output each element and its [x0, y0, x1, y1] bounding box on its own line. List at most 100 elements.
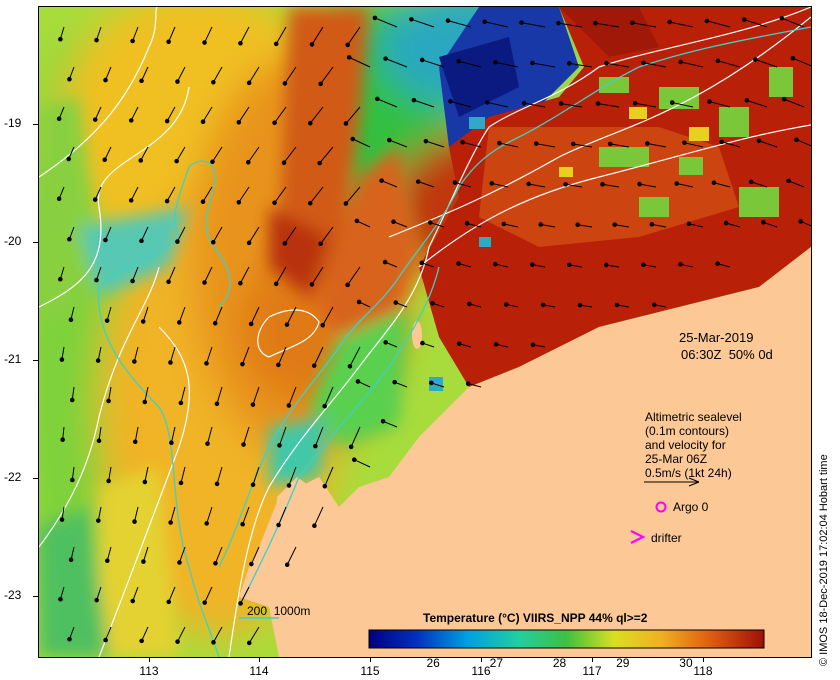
velocity-arrow-head: [92, 197, 98, 202]
velocity-arrow-head: [538, 222, 544, 227]
x-tick-mark: [370, 657, 371, 662]
velocity-arrow-head: [248, 321, 254, 327]
velocity-arrow: [454, 182, 472, 188]
velocity-arrow: [216, 386, 223, 404]
velocity-arrow-head: [132, 359, 137, 364]
velocity-arrow: [284, 226, 297, 244]
velocity-arrow-head: [711, 180, 717, 186]
velocity-arrow-head: [386, 137, 392, 143]
legend-text: Altimetric sealevel (0.1m contours) and …: [645, 410, 742, 480]
velocity-arrow: [528, 183, 546, 188]
velocity-arrow-head: [595, 101, 601, 106]
arrow-head-icon: [688, 477, 700, 487]
velocity-arrow-head: [272, 200, 277, 206]
velocity-arrow-head: [350, 136, 356, 142]
velocity-arrow: [411, 18, 435, 28]
sst-map[interactable]: [39, 7, 811, 657]
velocity-arrow-head: [519, 20, 524, 25]
velocity-arrow-head: [175, 239, 180, 244]
velocity-arrow-head: [372, 15, 378, 21]
x-tick-label: 117: [582, 664, 602, 678]
velocity-arrow-head: [382, 259, 388, 265]
velocity-arrow-head: [748, 179, 754, 185]
velocity-arrow-head: [632, 100, 638, 106]
velocity-arrow: [680, 61, 704, 68]
velocity-arrow-head: [423, 138, 429, 144]
velocity-arrow: [393, 221, 408, 228]
velocity-arrow: [242, 346, 250, 365]
velocity-arrow-head: [391, 219, 396, 225]
velocity-arrow-head: [464, 221, 470, 226]
velocity-arrow-head: [570, 141, 576, 147]
velocity-arrow-head: [169, 440, 174, 446]
velocity-arrow: [206, 346, 213, 364]
velocity-arrow: [354, 459, 371, 468]
velocity-arrow-head: [238, 601, 243, 606]
sealevel-contours: [39, 7, 811, 657]
velocity-arrow-head: [106, 478, 111, 484]
velocity-arrow: [672, 102, 694, 108]
velocity-arrow: [275, 266, 287, 285]
velocity-arrow: [466, 222, 482, 228]
velocity-arrow-head: [503, 302, 509, 307]
velocity-arrow-head: [674, 181, 680, 186]
velocity-arrow: [573, 143, 593, 148]
y-tick-mark: [33, 242, 38, 243]
velocity-arrow-head: [429, 380, 434, 386]
velocity-arrow: [204, 586, 213, 603]
velocity-arrow: [140, 146, 149, 161]
velocity-arrow-head: [493, 59, 498, 65]
velocity-arrow-head: [556, 20, 561, 26]
velocity-arrow-head: [96, 518, 101, 523]
velocity-arrow-head: [419, 260, 425, 266]
velocity-arrow-head: [419, 57, 425, 63]
velocity-arrow-head: [356, 299, 362, 305]
velocity-arrow: [746, 99, 768, 108]
velocity-arrow-head: [345, 42, 350, 48]
velocity-arrow-head: [354, 218, 360, 224]
velocity-arrow-head: [715, 261, 720, 267]
velocity-arrow-head: [311, 363, 317, 368]
velocity-arrow-head: [70, 477, 75, 483]
velocity-arrow-head: [177, 560, 182, 565]
velocity-arrow-head: [317, 160, 322, 166]
velocity-arrow: [569, 62, 593, 68]
velocity-arrow-head: [383, 340, 389, 345]
velocity-arrow: [688, 223, 704, 228]
velocity-arrow-head: [212, 320, 218, 326]
colorbar-tick: 29: [616, 656, 630, 670]
velocity-arrow-head: [67, 636, 72, 642]
velocity-arrow-head: [246, 640, 252, 646]
velocity-arrow: [134, 426, 139, 442]
velocity-arrow-head: [612, 222, 618, 227]
velocity-arrow: [108, 466, 112, 482]
velocity-arrow: [248, 226, 260, 244]
velocity-arrow: [503, 223, 519, 228]
velocity-arrow: [800, 220, 811, 227]
velocity-arrow-head: [307, 200, 313, 206]
velocity-arrow: [577, 224, 593, 228]
velocity-arrow-head: [92, 117, 98, 122]
velocity-arrow: [744, 19, 768, 28]
velocity-arrow-head: [577, 302, 583, 308]
velocity-arrow-head: [249, 561, 254, 567]
velocity-arrow-head: [273, 281, 279, 287]
velocity-arrow: [322, 306, 334, 326]
y-tick-label: -23: [4, 588, 22, 602]
velocity-arrow: [94, 186, 102, 200]
map-frame[interactable]: 25-Mar-2019 06:30Z 50% 0d Altimetric sea…: [38, 6, 812, 658]
velocity-arrow-head: [575, 222, 581, 228]
velocity-arrow: [178, 306, 186, 323]
velocity-arrow: [274, 106, 287, 124]
velocity-arrow: [450, 100, 472, 108]
island: [412, 321, 422, 349]
isobath-lines: [97, 26, 811, 657]
velocity-arrow-head: [630, 20, 635, 26]
velocity-arrow: [676, 183, 694, 188]
velocity-arrow-head: [178, 480, 184, 486]
velocity-arrow: [643, 62, 667, 68]
velocity-arrow: [247, 146, 260, 163]
velocity-arrow-head: [651, 302, 657, 308]
velocity-arrow-head: [68, 317, 74, 322]
velocity-arrow-head: [558, 101, 564, 106]
